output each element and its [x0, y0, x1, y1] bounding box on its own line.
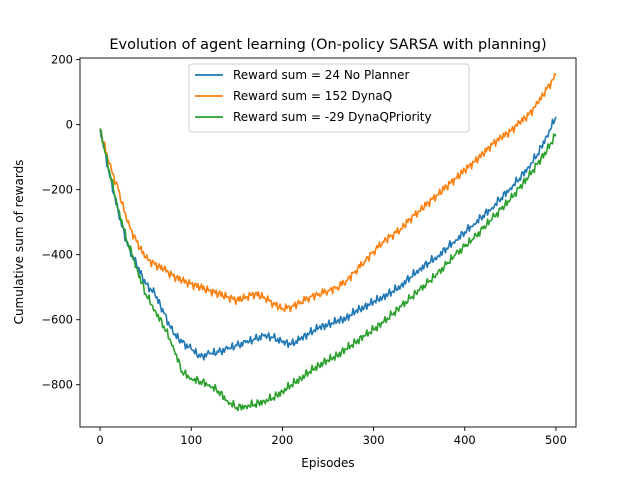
y-axis-ticks: −800 −600 −400 −200 0 200	[41, 53, 80, 392]
legend-box	[188, 63, 470, 133]
x-tick-label: 0	[96, 433, 103, 447]
y-tick-label: −400	[41, 248, 73, 262]
y-tick-label: 0	[66, 118, 73, 132]
x-tick-label: 100	[180, 433, 202, 447]
y-tick-label: −600	[41, 313, 73, 327]
x-tick-label: 500	[545, 433, 567, 447]
plot-area	[99, 72, 557, 412]
plot-frame	[79, 57, 577, 428]
series-line-1	[99, 72, 557, 313]
x-axis-ticks: 0 100 200 300 400 500	[96, 427, 567, 447]
legend: Reward sum = 24 No Planner Reward sum = 1…	[188, 63, 470, 133]
y-axis-label: Cumulative sum of rewards	[12, 160, 26, 325]
chart-title: Evolution of agent learning (On-policy S…	[109, 37, 546, 53]
legend-entry-2: Reward sum = -29 DynaQPriority	[233, 110, 432, 124]
x-axis-label: Episodes	[301, 456, 354, 470]
legend-entry-1: Reward sum = 152 DynaQ	[233, 89, 392, 103]
y-tick-label: −200	[41, 183, 73, 197]
series-line-2	[99, 128, 557, 412]
x-tick-label: 200	[271, 433, 293, 447]
legend-entry-0: Reward sum = 24 No Planner	[233, 68, 409, 82]
x-tick-label: 400	[454, 433, 476, 447]
series-line-0	[99, 116, 557, 361]
y-tick-label: 200	[51, 53, 73, 67]
x-tick-label: 300	[363, 433, 385, 447]
y-tick-label: −800	[41, 378, 73, 392]
